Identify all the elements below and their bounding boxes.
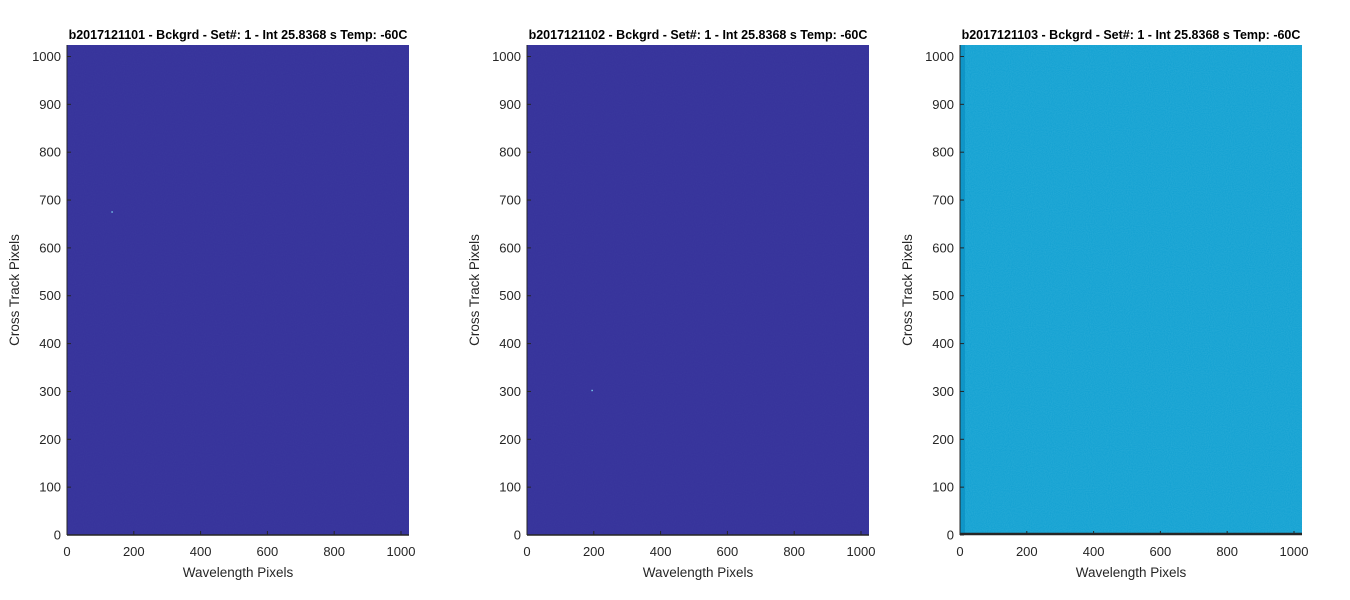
y-tick-label: 900 xyxy=(932,97,954,112)
y-tick-label: 500 xyxy=(499,288,521,303)
y-tick-label: 700 xyxy=(932,193,954,208)
x-tick-label: 800 xyxy=(783,544,805,559)
x-tick-label: 800 xyxy=(1216,544,1238,559)
x-tick-label: 0 xyxy=(63,544,70,559)
subplot-3: b2017121103 - Bckgrd - Set#: 1 - Int 25.… xyxy=(900,28,1308,580)
y-tick-label: 100 xyxy=(499,480,521,495)
y-tick-label: 600 xyxy=(499,240,521,255)
x-tick-label: 0 xyxy=(956,544,963,559)
subplot-2: b2017121102 - Bckgrd - Set#: 1 - Int 25.… xyxy=(467,28,875,580)
y-tick-label: 1000 xyxy=(492,49,521,64)
y-tick-label: 500 xyxy=(932,288,954,303)
y-tick-label: 400 xyxy=(932,336,954,351)
y-tick-label: 300 xyxy=(499,384,521,399)
y-tick-label: 1000 xyxy=(32,49,61,64)
hot-pixel xyxy=(591,389,593,392)
y-tick-label: 800 xyxy=(932,145,954,160)
heatmap-noise xyxy=(960,45,1302,535)
y-tick-label: 600 xyxy=(932,240,954,255)
x-tick-label: 400 xyxy=(1083,544,1105,559)
y-tick-label: 0 xyxy=(54,528,61,543)
subplot-1: b2017121101 - Bckgrd - Set#: 1 - Int 25.… xyxy=(7,28,415,580)
x-tick-label: 1000 xyxy=(387,544,416,559)
x-axis-label: Wavelength Pixels xyxy=(183,565,294,580)
x-ticks: 0 200 400 600 800 1000 xyxy=(63,531,415,559)
y-ticks: 0 100 200 300 400 500 600 700 800 900 1000 xyxy=(32,49,71,543)
y-tick-label: 600 xyxy=(39,240,61,255)
y-tick-label: 200 xyxy=(932,432,954,447)
y-ticks: 0 100 200 300 400 500 600 700 800 900 1000 xyxy=(492,49,531,543)
x-tick-label: 400 xyxy=(190,544,212,559)
x-tick-label: 600 xyxy=(257,544,279,559)
x-tick-label: 200 xyxy=(583,544,605,559)
y-tick-label: 800 xyxy=(499,145,521,160)
y-tick-label: 0 xyxy=(947,528,954,543)
y-tick-label: 100 xyxy=(39,480,61,495)
x-tick-label: 200 xyxy=(123,544,145,559)
chart-title: b2017121102 - Bckgrd - Set#: 1 - Int 25.… xyxy=(529,28,868,42)
hot-pixel-layer xyxy=(111,211,113,213)
x-tick-label: 0 xyxy=(523,544,530,559)
y-axis-label: Cross Track Pixels xyxy=(7,234,22,346)
hot-pixel xyxy=(111,211,113,213)
heatmap-noise xyxy=(527,45,869,535)
left-edge-column xyxy=(960,45,965,535)
y-axis-label: Cross Track Pixels xyxy=(467,234,482,346)
x-tick-label: 1000 xyxy=(1280,544,1309,559)
x-axis-label: Wavelength Pixels xyxy=(1076,565,1187,580)
hot-pixel-layer xyxy=(591,389,593,392)
y-tick-label: 300 xyxy=(39,384,61,399)
y-tick-label: 800 xyxy=(39,145,61,160)
y-axis-label: Cross Track Pixels xyxy=(900,234,915,346)
y-tick-label: 500 xyxy=(39,288,61,303)
y-tick-label: 700 xyxy=(39,193,61,208)
y-ticks: 0 100 200 300 400 500 600 700 800 900 1000 xyxy=(925,49,964,543)
y-tick-label: 300 xyxy=(932,384,954,399)
x-tick-label: 600 xyxy=(1150,544,1172,559)
x-ticks: 0 200 400 600 800 1000 xyxy=(523,531,875,559)
y-tick-label: 200 xyxy=(499,432,521,447)
chart-title: b2017121101 - Bckgrd - Set#: 1 - Int 25.… xyxy=(69,28,408,42)
heatmap-noise xyxy=(67,45,409,535)
y-tick-label: 100 xyxy=(932,480,954,495)
x-tick-label: 400 xyxy=(650,544,672,559)
y-tick-label: 900 xyxy=(499,97,521,112)
x-axis-label: Wavelength Pixels xyxy=(643,565,754,580)
y-tick-label: 200 xyxy=(39,432,61,447)
x-tick-label: 1000 xyxy=(847,544,876,559)
chart-title: b2017121103 - Bckgrd - Set#: 1 - Int 25.… xyxy=(962,28,1301,42)
y-tick-label: 900 xyxy=(39,97,61,112)
y-tick-label: 0 xyxy=(514,528,521,543)
x-ticks: 0 200 400 600 800 1000 xyxy=(956,531,1308,559)
y-tick-label: 700 xyxy=(499,193,521,208)
y-tick-label: 400 xyxy=(39,336,61,351)
x-tick-label: 800 xyxy=(323,544,345,559)
x-tick-label: 600 xyxy=(717,544,739,559)
x-tick-label: 200 xyxy=(1016,544,1038,559)
y-tick-label: 400 xyxy=(499,336,521,351)
y-tick-label: 1000 xyxy=(925,49,954,64)
